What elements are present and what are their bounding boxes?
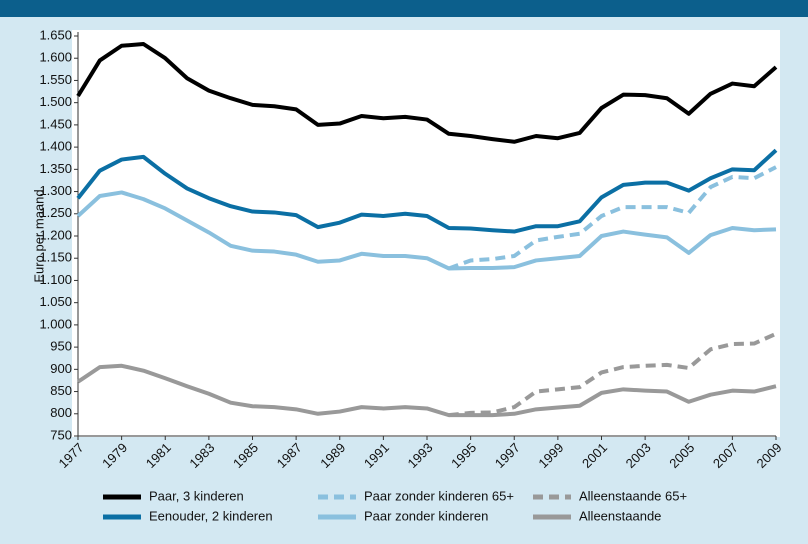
y-tick-label: 1.600: [39, 50, 72, 65]
y-tick-label: 1.550: [39, 72, 72, 87]
y-tick-label: 1.150: [39, 250, 72, 265]
x-tick-label: 1979: [99, 440, 130, 471]
y-tick-label: 1.000: [39, 316, 72, 331]
x-tick-label: 1997: [492, 440, 523, 471]
series-line: [76, 363, 777, 418]
legend-label: Paar, 3 kinderen: [149, 488, 244, 503]
y-tick-label: 1.100: [39, 272, 72, 287]
header-bar: [0, 0, 808, 17]
x-tick-label: 2009: [753, 440, 784, 471]
x-tick-label: 2003: [623, 440, 654, 471]
x-tick-label: 1981: [143, 440, 174, 471]
y-tick-label: 1.400: [39, 139, 72, 154]
plot-area: [72, 30, 780, 437]
series-line: [76, 148, 778, 234]
y-tick-label: 1.450: [39, 116, 72, 131]
x-tick-label: 1995: [448, 440, 479, 471]
x-tick-label: 2001: [579, 440, 610, 471]
y-tick-label: 950: [50, 339, 72, 354]
x-tick-label: 2005: [666, 440, 697, 471]
y-tick-label: 1.500: [39, 94, 72, 109]
y-tick-label: 1.300: [39, 183, 72, 198]
y-tick-label: 850: [50, 383, 72, 398]
x-tick-label: 1987: [274, 440, 305, 471]
y-tick-label: 1.050: [39, 294, 72, 309]
legend-label: Alleenstaande 65+: [579, 488, 687, 503]
y-tick-label: 750: [50, 427, 72, 442]
y-tick-label: 1.650: [39, 27, 72, 42]
x-tick-label: 2007: [710, 440, 741, 471]
y-tick-label: 1.200: [39, 227, 72, 242]
x-tick-label: 1993: [404, 440, 435, 471]
legend-label: Alleenstaande: [579, 508, 661, 523]
y-axis-label: Euro per maand: [31, 189, 46, 282]
x-tick-label: 1989: [317, 440, 348, 471]
legend-label: Paar zonder kinderen: [364, 508, 488, 523]
series-line: [448, 165, 777, 271]
series-line: [76, 42, 778, 144]
legend-label: Paar zonder kinderen 65+: [364, 488, 514, 503]
series-line: [76, 190, 777, 271]
y-tick-label: 800: [50, 405, 72, 420]
x-tick-label: 1977: [55, 440, 86, 471]
x-tick-label: 1985: [230, 440, 261, 471]
x-tick-label: 1991: [361, 440, 392, 471]
y-tick-label: 900: [50, 361, 72, 376]
x-tick-label: 1983: [186, 440, 217, 471]
x-tick-label: 1999: [535, 440, 566, 471]
legend-label: Eenouder, 2 kinderen: [149, 508, 273, 523]
y-tick-label: 1.350: [39, 161, 72, 176]
series-line: [448, 331, 777, 418]
y-tick-label: 1.250: [39, 205, 72, 220]
